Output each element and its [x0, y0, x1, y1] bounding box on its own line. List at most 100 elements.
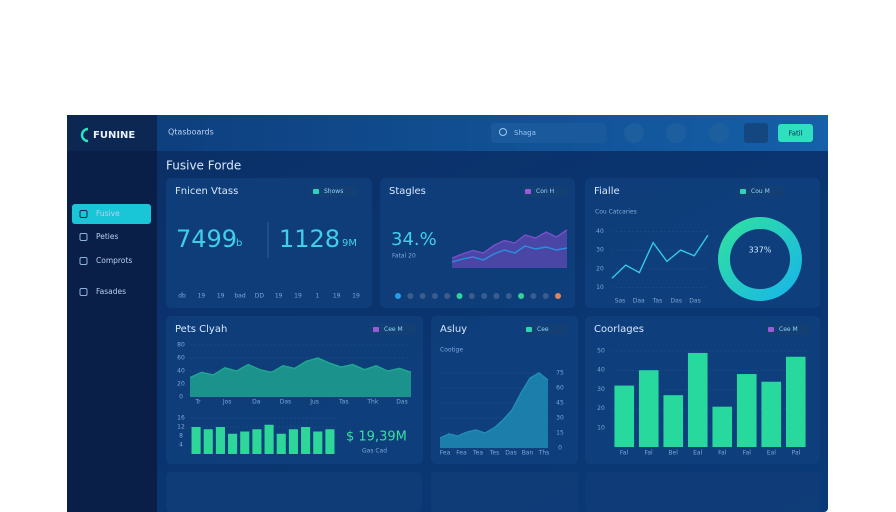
panel-tag-label: Cou M	[751, 188, 770, 195]
panel-reflection	[431, 472, 578, 512]
y-tick-label: 75	[556, 370, 564, 377]
bar	[785, 356, 806, 447]
panel-subtitle: Cou Catcaries	[595, 209, 637, 216]
bar	[288, 429, 298, 454]
bar	[203, 429, 213, 454]
panel-tag	[370, 324, 416, 335]
area	[440, 373, 548, 448]
y-tick-label: 45	[556, 400, 564, 407]
panel-tag-icon	[525, 189, 531, 194]
panel-title: Stagles	[389, 186, 426, 197]
icon-button[interactable]	[709, 123, 729, 143]
search-box[interactable]	[491, 123, 606, 143]
sidebar-item: Comprots	[96, 256, 132, 265]
panel-tag-icon	[526, 327, 532, 332]
icon-button[interactable]	[666, 123, 686, 143]
x-tick-label: Fal	[743, 450, 752, 457]
x-tick-label: Tes	[489, 450, 499, 457]
y-tick-label: 4	[179, 442, 183, 449]
sidebar-item: Peties	[96, 232, 119, 241]
y-tick-label: 40	[177, 368, 185, 375]
kpi-note: Fatal 20	[392, 253, 416, 260]
sidebar-icon	[79, 288, 88, 296]
x-tick-label: Fal	[620, 450, 629, 457]
kpi-value: 34.%	[391, 229, 437, 250]
panel-subtitle: Cootige	[440, 347, 463, 354]
line	[189, 357, 412, 379]
x-tick-label: Ths	[538, 450, 550, 457]
y-tick-label: 40	[596, 228, 604, 235]
panel-tag-label: Cee M	[384, 326, 403, 333]
bar	[276, 433, 286, 454]
sidebar-icon	[79, 210, 88, 218]
x-tick-label: Sas	[615, 298, 626, 305]
x-tick-label: 19	[217, 293, 225, 300]
legend-dot	[444, 293, 451, 299]
legend-dot	[518, 293, 525, 299]
sidebar	[67, 115, 157, 512]
x-tick-label: Pal	[792, 450, 801, 457]
sidebar-item: Fusive	[96, 209, 120, 218]
panel-tag-icon	[313, 189, 319, 194]
line	[451, 229, 568, 259]
donut-label: 337%	[749, 246, 772, 255]
bar	[313, 431, 323, 454]
x-tick-label: Tas	[652, 298, 662, 305]
legend-dot	[493, 293, 500, 299]
legend-dot	[542, 293, 549, 299]
y-tick-label: 20	[596, 265, 604, 272]
panel-tag-label: Con H	[536, 188, 554, 195]
kpi-note: Gas Cad	[362, 448, 387, 455]
line	[439, 372, 549, 439]
x-tick-label: db	[178, 293, 186, 300]
bar	[264, 424, 274, 454]
x-tick-label: Jus	[309, 399, 319, 406]
donut-ring	[718, 217, 802, 301]
legend-dot	[395, 293, 401, 299]
bar	[301, 427, 311, 454]
panel-tag	[522, 186, 568, 197]
y-tick-label: 16	[177, 415, 185, 422]
sidebar-icon	[79, 257, 88, 265]
y-tick-label: 20	[177, 381, 185, 388]
x-tick-label: Tr	[194, 399, 201, 406]
x-tick-label: Bel	[668, 450, 678, 457]
y-tick-label: 0	[558, 445, 562, 452]
area	[190, 358, 411, 397]
icon-button[interactable]	[744, 123, 768, 143]
panel-title: Fnicen Vtass	[175, 186, 238, 197]
bar	[228, 433, 238, 454]
bar	[191, 427, 201, 454]
x-tick-label: 19	[333, 293, 341, 300]
line	[451, 245, 568, 263]
bar	[252, 429, 262, 454]
icon-button[interactable]	[624, 123, 644, 143]
x-tick-label: Das	[280, 399, 291, 406]
bar	[614, 385, 635, 447]
x-tick-label: Daa	[633, 298, 645, 305]
panel	[166, 178, 372, 308]
panel	[380, 178, 575, 308]
sidebar-icon	[79, 233, 88, 241]
line	[611, 234, 709, 279]
x-tick-label: 19	[352, 293, 360, 300]
legend-dot	[505, 293, 512, 299]
panel-tag	[310, 186, 356, 197]
primary-button-label: Fatil	[788, 130, 802, 138]
panel-tag	[765, 324, 811, 335]
y-tick-label: 30	[597, 386, 605, 393]
x-tick-label: Jos	[222, 399, 232, 406]
legend-dot	[555, 293, 561, 299]
x-tick-label: Eal	[693, 450, 702, 457]
x-tick-label: Das	[396, 399, 407, 406]
bar	[761, 381, 782, 447]
search-text: Shaga	[514, 129, 536, 137]
bar	[240, 431, 250, 454]
panel-tag-label: Cee	[537, 326, 549, 333]
panel-tag-icon	[373, 327, 379, 332]
x-tick-label: Fal	[718, 450, 727, 457]
legend-dot	[481, 293, 488, 299]
bar	[215, 427, 225, 454]
primary-button[interactable]	[778, 124, 813, 142]
panel-tag-icon	[740, 189, 746, 194]
